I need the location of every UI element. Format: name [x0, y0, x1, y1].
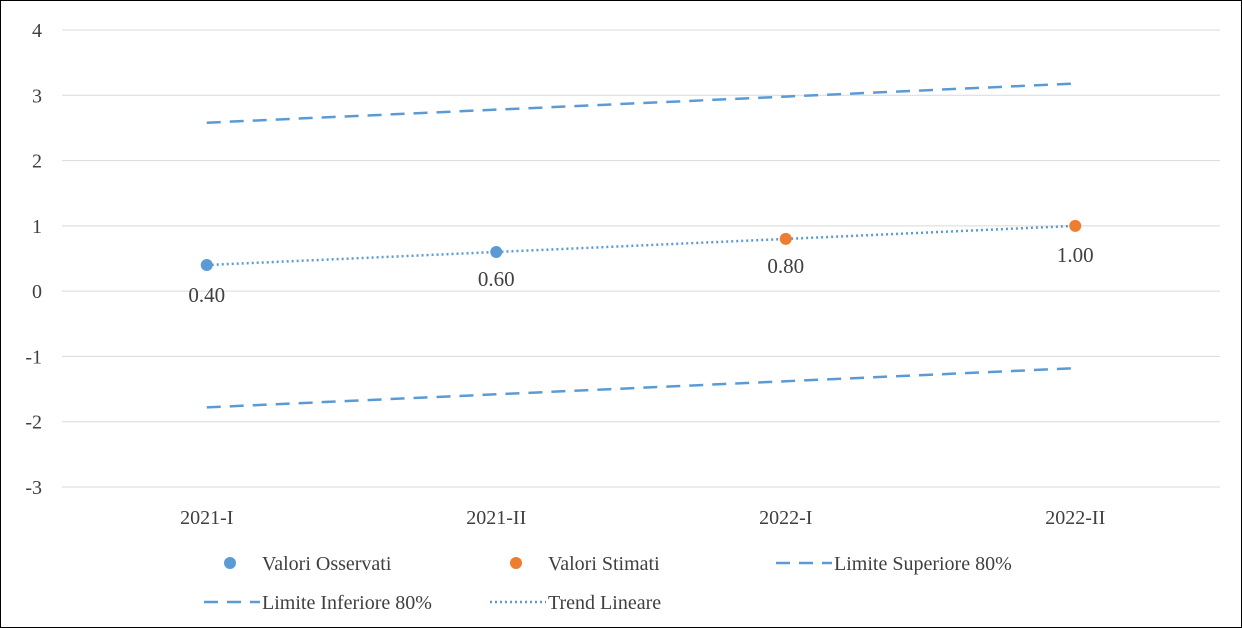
y-tick-label: -1	[25, 346, 42, 368]
legend-marker	[510, 557, 522, 569]
y-tick-label: 4	[32, 20, 42, 42]
y-tick-label: -3	[25, 477, 42, 499]
x-tick-label: 2021-II	[466, 507, 526, 529]
y-tick-label: 0	[32, 281, 42, 303]
x-tick-label: 2022-I	[759, 507, 812, 529]
legend-label: Trend Lineare	[548, 592, 661, 614]
data-point	[1069, 219, 1082, 232]
legend-label: Valori Osservati	[262, 553, 392, 575]
x-tick-label: 2021-I	[180, 507, 233, 529]
data-point	[779, 232, 792, 245]
y-tick-label: 3	[32, 85, 42, 107]
legend-marker	[224, 557, 236, 569]
data-label: 1.00	[1057, 243, 1094, 267]
data-label: 0.80	[767, 254, 804, 278]
y-tick-label: 2	[32, 151, 42, 173]
legend-label: Limite Inferiore 80%	[262, 592, 432, 614]
series-line-trend-lineare	[206, 224, 1076, 267]
data-point	[490, 245, 503, 258]
data-point	[200, 259, 213, 272]
data-label: 0.40	[188, 283, 225, 307]
data-label: 0.60	[478, 267, 515, 291]
x-tick-label: 2022-II	[1045, 507, 1105, 529]
series-line-limite-superiore-80-	[206, 82, 1076, 124]
legend-label: Valori Stimati	[548, 553, 660, 575]
series-line-limite-inferiore-80-	[206, 366, 1076, 409]
y-tick-label: 1	[32, 216, 42, 238]
legend-label: Limite Superiore 80%	[834, 553, 1012, 575]
y-tick-label: -2	[25, 412, 42, 434]
